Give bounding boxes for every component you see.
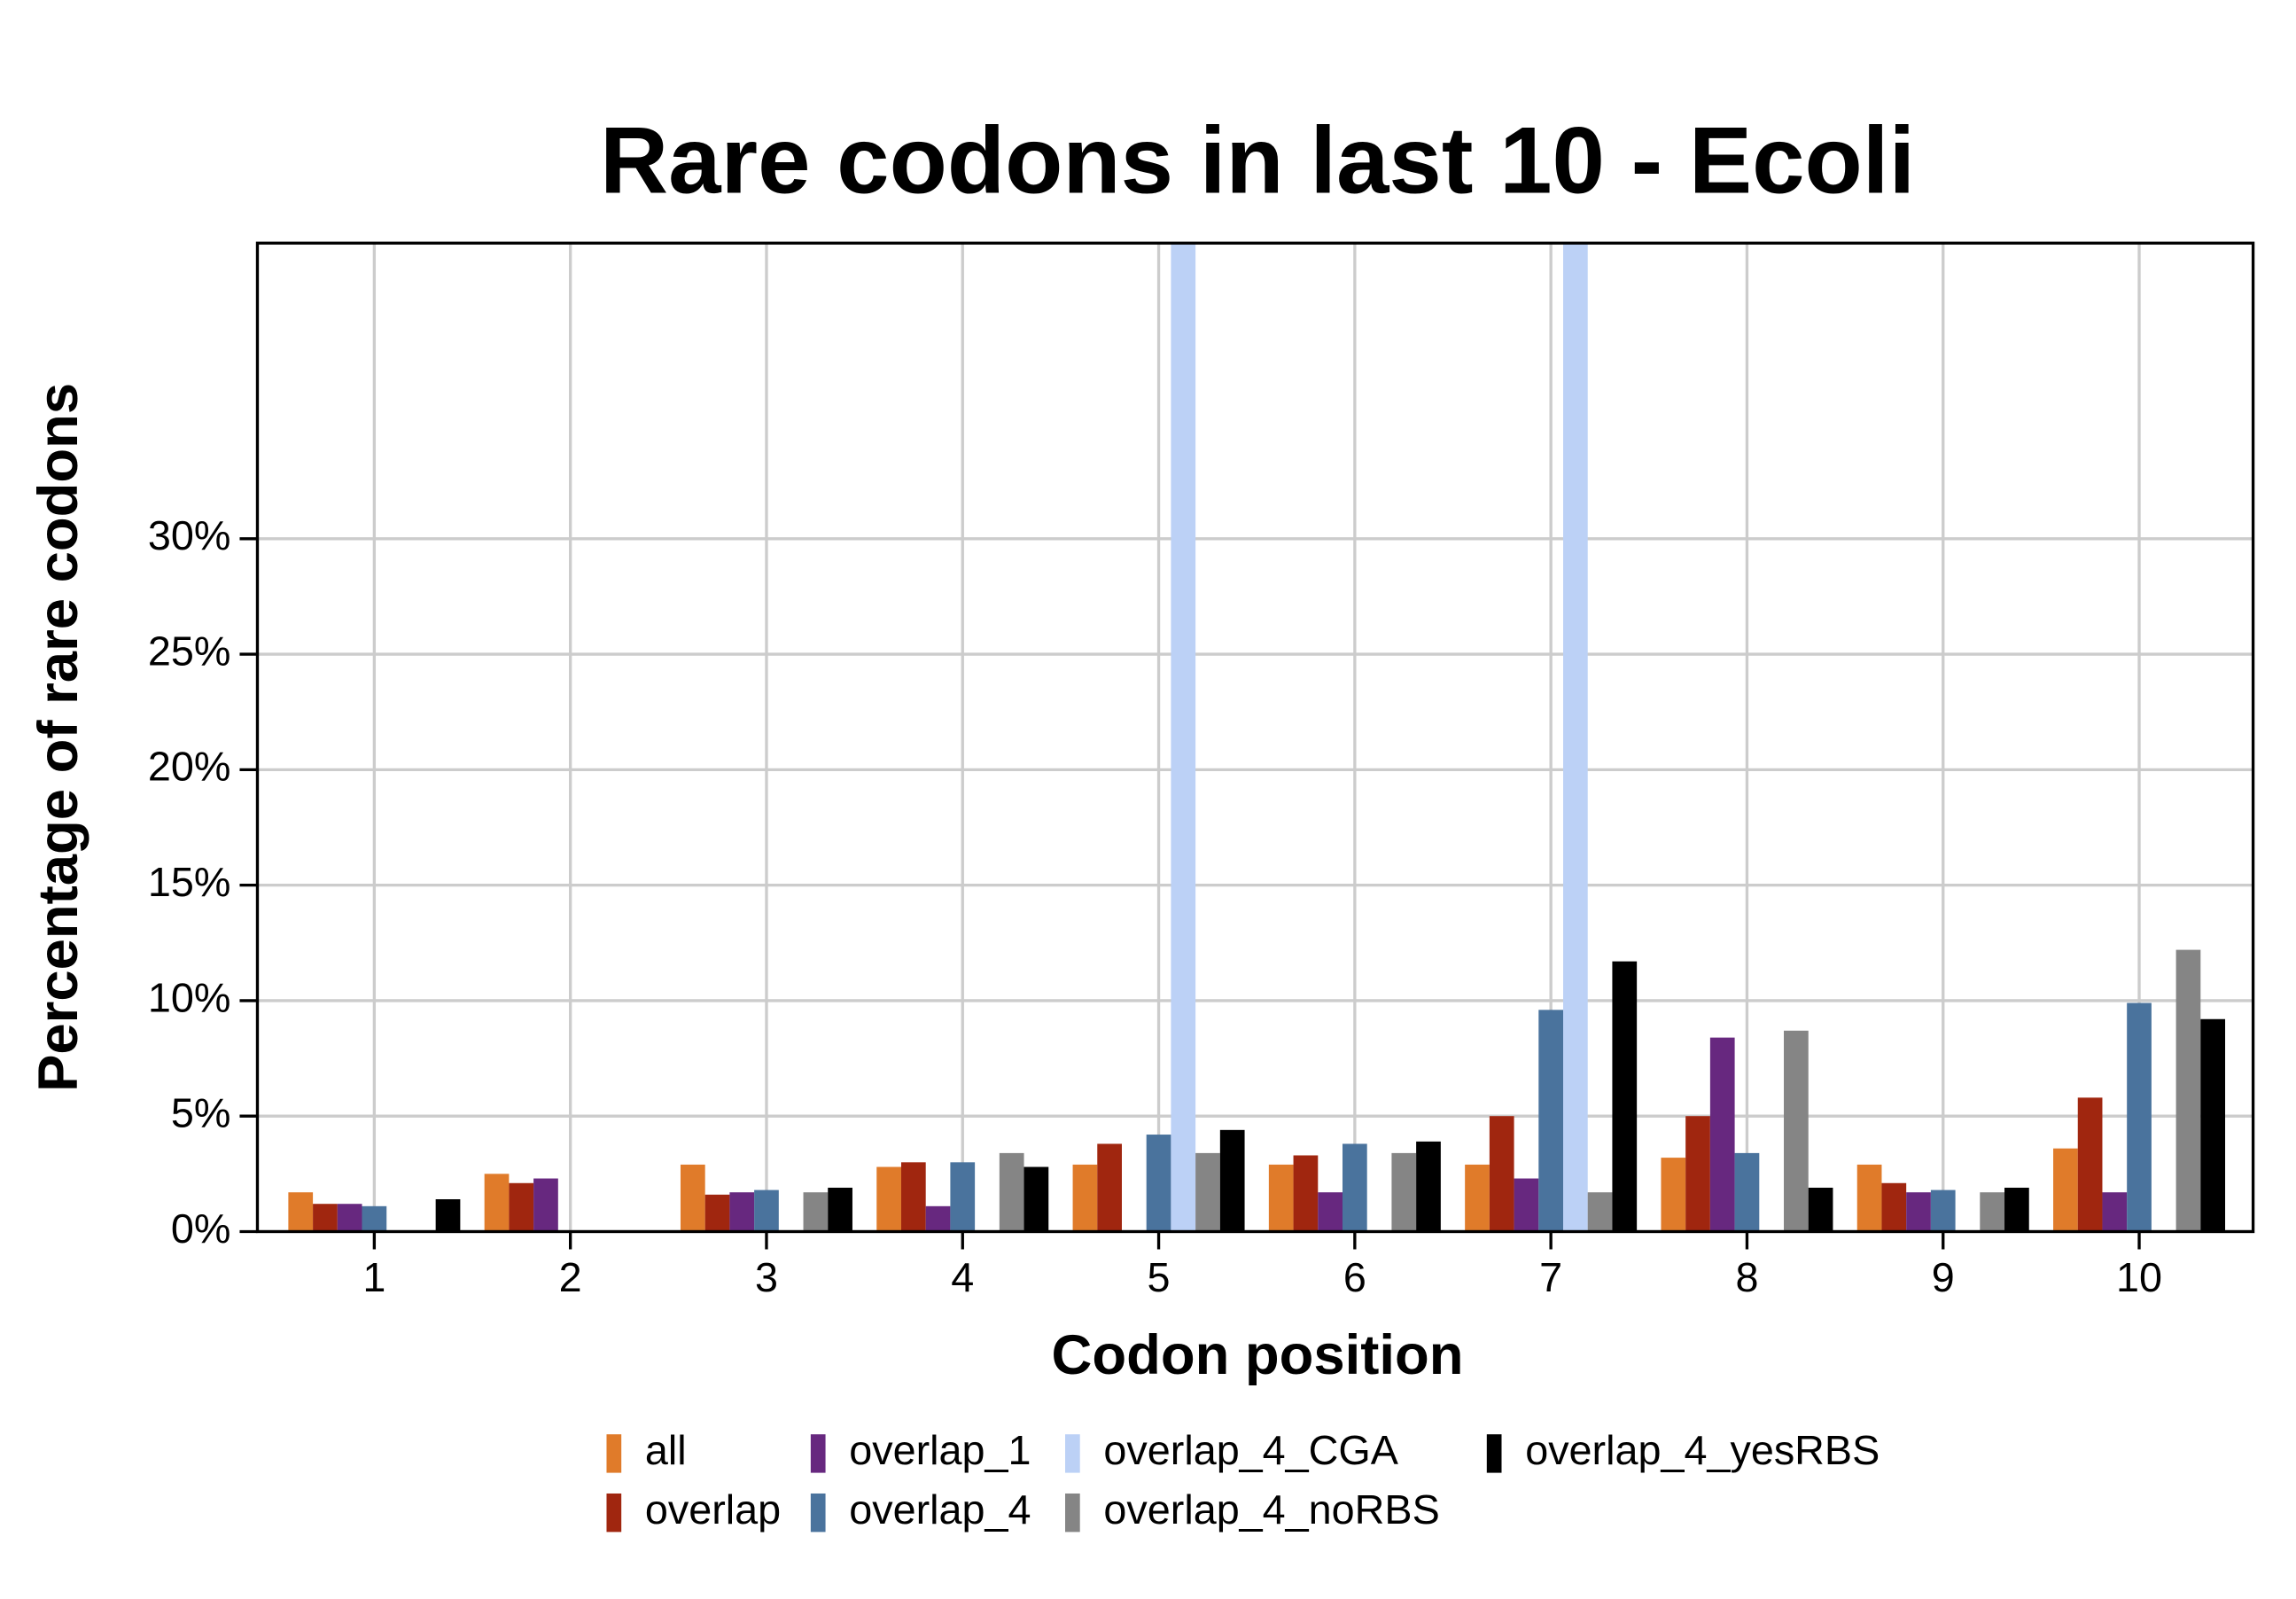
- x-tick-label: 8: [1735, 1254, 1758, 1300]
- y-tick-label: 5%: [171, 1090, 231, 1136]
- y-tick-label: 30%: [148, 512, 231, 558]
- chart-title: Rare codons in last 10 - Ecoli: [600, 106, 1915, 213]
- bars: [288, 243, 2226, 1232]
- bar: [1612, 961, 1638, 1232]
- bar: [1709, 1037, 1735, 1232]
- bar: [680, 1164, 705, 1232]
- bar: [1734, 1152, 1760, 1232]
- bar: [362, 1205, 387, 1232]
- bar: [729, 1192, 755, 1232]
- bar: [1195, 1152, 1220, 1232]
- bar: [337, 1204, 362, 1232]
- legend-label: overlap_4: [849, 1486, 1031, 1533]
- legend-key: [810, 1493, 826, 1533]
- bar: [1587, 1192, 1613, 1232]
- grid: [257, 243, 2253, 1234]
- x-axis-label: Codon position: [1052, 1324, 1464, 1386]
- bar: [1465, 1164, 1490, 1232]
- bar: [1906, 1192, 1931, 1232]
- bar: [2004, 1187, 2029, 1232]
- bar: [925, 1205, 951, 1232]
- bar: [1563, 243, 1588, 1232]
- legend-label: overlap_4_CGA: [1103, 1427, 1398, 1473]
- y-tick-label: 20%: [148, 744, 231, 790]
- bar: [435, 1199, 461, 1232]
- bar: [2127, 1002, 2152, 1232]
- y-axis-label: Percentage of rare codons: [27, 383, 90, 1092]
- bar: [1219, 1129, 1245, 1232]
- bar: [1808, 1187, 1833, 1232]
- bar: [999, 1152, 1024, 1232]
- y-tick-label: 0%: [171, 1205, 231, 1252]
- bar: [828, 1187, 852, 1232]
- bar: [2102, 1192, 2128, 1232]
- x-tick-label: 4: [951, 1254, 974, 1300]
- bar: [2175, 949, 2201, 1232]
- bar: [533, 1178, 558, 1232]
- bar: [1268, 1164, 1294, 1232]
- plot-frame: [255, 241, 2255, 1234]
- bar: [1097, 1143, 1122, 1232]
- bar: [1293, 1155, 1319, 1232]
- x-tick-label: 3: [755, 1254, 778, 1300]
- y-tick-label: 10%: [148, 974, 231, 1020]
- legend: all overlap overlap_1 overlap_4 overlap_4_CG…: [606, 1427, 1880, 1533]
- bar: [704, 1194, 730, 1232]
- legend-key: [1486, 1434, 1502, 1473]
- legend-key: [606, 1434, 622, 1473]
- bar: [1416, 1141, 1441, 1232]
- bar: [950, 1162, 976, 1232]
- x-tick-label: 7: [1539, 1254, 1562, 1300]
- bar: [1881, 1182, 1907, 1232]
- x-tick-label: 6: [1343, 1254, 1366, 1300]
- bar: [1538, 1010, 1564, 1232]
- bar: [1856, 1164, 1882, 1232]
- bar: [2053, 1148, 2078, 1232]
- legend-label: all: [645, 1427, 687, 1473]
- bar: [2200, 1018, 2226, 1232]
- bar: [1318, 1192, 1343, 1232]
- legend-key: [1065, 1434, 1080, 1473]
- legend-key: [810, 1434, 826, 1473]
- bar: [1784, 1030, 1809, 1232]
- bar: [1661, 1158, 1686, 1232]
- bar: [1514, 1178, 1539, 1232]
- legend-key: [606, 1493, 622, 1533]
- legend-key: [1065, 1493, 1080, 1533]
- bar: [803, 1192, 829, 1232]
- bar: [900, 1162, 926, 1232]
- legend-label: overlap_1: [849, 1427, 1031, 1473]
- bar: [2077, 1097, 2103, 1232]
- bar: [1980, 1192, 2005, 1232]
- bar: [484, 1174, 510, 1232]
- x-tick-label: 10: [2116, 1254, 2162, 1300]
- y-tick-label: 15%: [148, 859, 231, 905]
- x-tick-label: 5: [1148, 1254, 1171, 1300]
- bar: [1930, 1190, 1956, 1232]
- legend-label: overlap: [645, 1486, 781, 1533]
- bar: [1391, 1152, 1417, 1232]
- bar: [1171, 243, 1196, 1232]
- bar: [1685, 1116, 1710, 1232]
- x-tick-label: 2: [559, 1254, 582, 1300]
- legend-label: overlap_4_noRBS: [1103, 1486, 1439, 1533]
- bar: [876, 1166, 901, 1232]
- legend-label: overlap_4_yesRBS: [1525, 1427, 1880, 1473]
- bar: [1342, 1143, 1367, 1232]
- bar: [313, 1204, 338, 1232]
- bar: [1146, 1135, 1171, 1232]
- bar: [509, 1182, 534, 1232]
- axes: 0% 5% 10% 15% 20% 25% 30% 1 2 3 4 5 6 7 8 9 10: [148, 512, 2162, 1300]
- bar: [288, 1192, 314, 1232]
- x-tick-label: 1: [362, 1254, 385, 1300]
- x-tick-label: 9: [1932, 1254, 1955, 1300]
- bar: [1072, 1164, 1098, 1232]
- bar: [1023, 1166, 1049, 1232]
- y-tick-label: 25%: [148, 628, 231, 674]
- bar: [754, 1190, 779, 1232]
- bar: [1489, 1116, 1514, 1232]
